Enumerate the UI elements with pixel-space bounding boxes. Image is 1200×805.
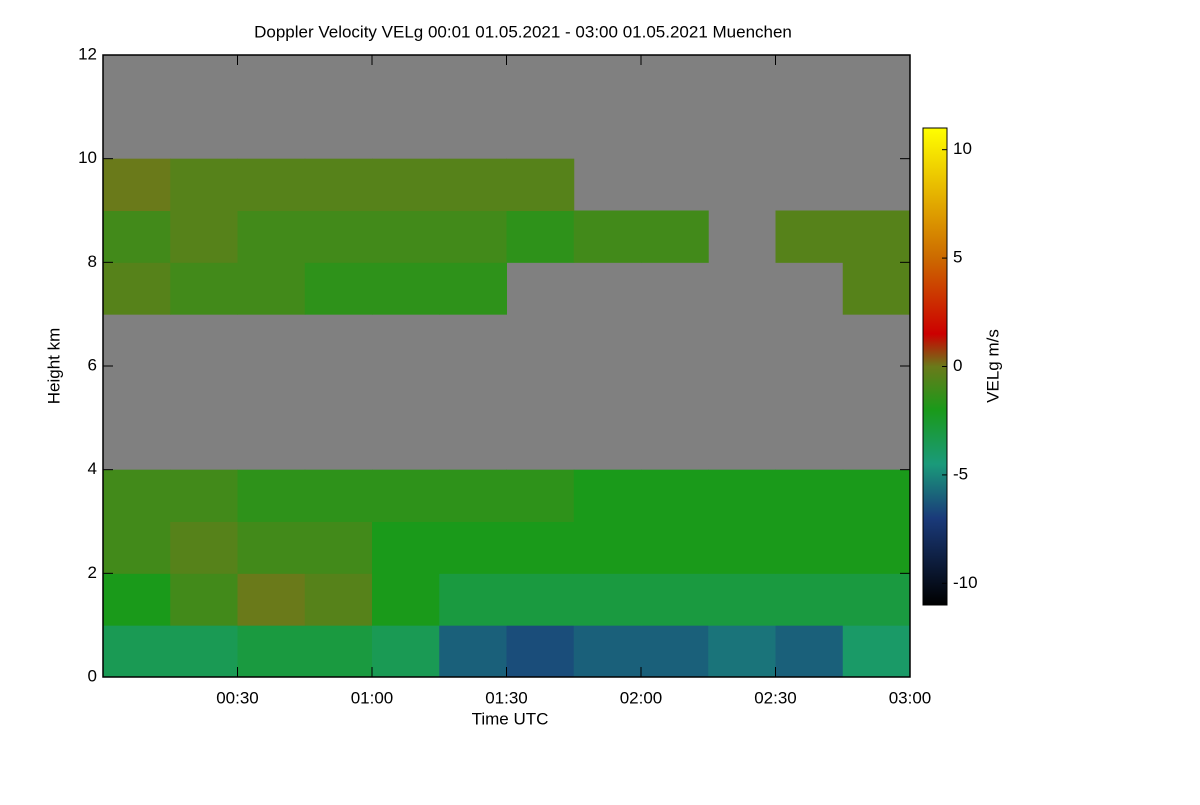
heat-cell	[103, 521, 171, 574]
heat-cell	[170, 521, 238, 574]
y-tick-label: 6	[88, 355, 97, 374]
heat-cell	[170, 625, 238, 678]
x-tick-label: 01:00	[351, 688, 394, 707]
heat-cell	[506, 469, 575, 522]
heat-cell	[103, 210, 171, 263]
heat-cell	[372, 158, 440, 211]
plot-area	[103, 55, 911, 678]
heat-cell	[842, 262, 911, 315]
heat-cell	[842, 469, 911, 522]
heat-cell	[304, 625, 373, 678]
heat-cell	[103, 262, 171, 315]
heat-cell	[304, 262, 373, 315]
heat-cell	[641, 625, 709, 678]
heat-cell	[170, 469, 238, 522]
heat-cell	[708, 521, 776, 574]
heat-cell	[170, 262, 238, 315]
heat-cell	[708, 469, 776, 522]
heat-cell	[372, 262, 440, 315]
heat-cell	[103, 625, 171, 678]
heat-cell	[573, 210, 642, 263]
heat-cell	[372, 210, 440, 263]
heat-cell	[506, 210, 575, 263]
heat-cell	[304, 521, 373, 574]
colorbar-tick-label: -5	[953, 464, 968, 483]
heat-cell	[304, 210, 373, 263]
y-tick-label: 4	[88, 459, 97, 478]
heat-cell	[573, 573, 642, 626]
heat-cell	[439, 469, 507, 522]
heat-cell	[708, 573, 776, 626]
heat-cell	[170, 210, 238, 263]
heat-cell	[103, 469, 171, 522]
heat-cell	[842, 210, 911, 263]
heat-cell	[775, 625, 844, 678]
heat-cell	[237, 210, 306, 263]
heat-cell	[641, 210, 709, 263]
heat-cell	[439, 158, 507, 211]
heat-cell	[237, 158, 306, 211]
y-tick-label: 8	[88, 252, 97, 271]
heat-cell	[775, 521, 844, 574]
heat-cell	[439, 625, 507, 678]
heat-cell	[506, 625, 575, 678]
heat-cell	[304, 158, 373, 211]
y-tick-label: 0	[88, 666, 97, 685]
y-axis-label: Height km	[44, 328, 63, 405]
heat-cell	[439, 262, 507, 315]
heat-cell	[237, 469, 306, 522]
heat-cell	[842, 625, 911, 678]
heat-cell	[506, 158, 575, 211]
heat-cell	[304, 469, 373, 522]
heat-cell	[842, 521, 911, 574]
heat-cell	[775, 573, 844, 626]
heat-cell	[237, 521, 306, 574]
x-tick-label: 03:00	[889, 688, 932, 707]
colorbar-tick-label: 0	[953, 356, 962, 375]
heat-cell	[304, 573, 373, 626]
colorbar-tick-label: -10	[953, 573, 978, 592]
heat-cell	[573, 625, 642, 678]
heat-cell	[775, 210, 844, 263]
heat-cell	[372, 573, 440, 626]
heat-cell	[170, 573, 238, 626]
heat-cell	[103, 158, 171, 211]
heat-cell	[573, 469, 642, 522]
heat-cell	[708, 625, 776, 678]
heat-cell	[842, 573, 911, 626]
y-tick-label: 12	[78, 44, 97, 63]
heat-cell	[439, 573, 507, 626]
heat-cell	[237, 262, 306, 315]
heat-cell	[573, 521, 642, 574]
heat-cell	[439, 210, 507, 263]
heat-cell	[775, 469, 844, 522]
heat-cell	[170, 158, 238, 211]
heat-cell	[103, 573, 171, 626]
heat-cell	[372, 625, 440, 678]
heat-cell	[641, 469, 709, 522]
x-tick-label: 02:00	[620, 688, 663, 707]
colorbar-tick-label: 5	[953, 248, 962, 267]
heat-cell	[506, 521, 575, 574]
colorbar-tick-label: 10	[953, 139, 972, 158]
chart-title: Doppler Velocity VELg 00:01 01.05.2021 -…	[254, 22, 792, 41]
heat-cell	[237, 573, 306, 626]
heat-cell	[237, 625, 306, 678]
y-tick-label: 2	[88, 563, 97, 582]
x-tick-label: 02:30	[754, 688, 797, 707]
x-tick-label: 01:30	[485, 688, 528, 707]
heat-cell	[372, 469, 440, 522]
heat-cell	[372, 521, 440, 574]
colorbar-label: VELg m/s	[983, 329, 1002, 403]
x-axis-label: Time UTC	[472, 709, 549, 728]
colorbar: -10 -5 0 5 10	[922, 127, 978, 606]
heat-cell	[641, 573, 709, 626]
heat-cell	[439, 521, 507, 574]
heat-cell	[506, 573, 575, 626]
heat-cell	[641, 521, 709, 574]
y-tick-label: 10	[78, 148, 97, 167]
x-tick-label: 00:30	[216, 688, 259, 707]
